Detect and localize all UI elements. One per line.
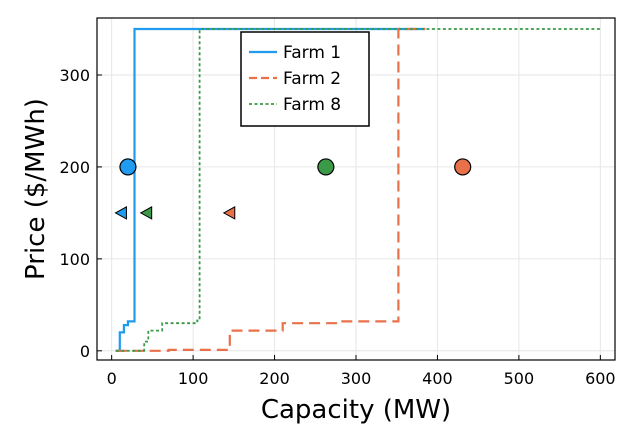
series-lines xyxy=(115,27,601,352)
y-tick-label: 200 xyxy=(59,158,90,177)
y-tick-label: 0 xyxy=(80,342,90,361)
legend-label-farm-8: Farm 8 xyxy=(283,95,341,115)
x-tick-label: 100 xyxy=(178,369,209,388)
y-tick-label: 100 xyxy=(59,250,90,269)
x-tick-label: 600 xyxy=(585,369,616,388)
series-line-farm-2 xyxy=(115,27,426,352)
x-tick-label: 0 xyxy=(107,369,117,388)
x-tick-label: 400 xyxy=(422,369,453,388)
series-line-farm-1 xyxy=(115,27,426,352)
x-tick-label: 500 xyxy=(504,369,535,388)
marker-triangle-left-farm-2 xyxy=(222,206,236,220)
x-tick-label: 300 xyxy=(341,369,372,388)
x-axis-label: Capacity (MW) xyxy=(261,395,451,425)
legend-label-farm-2: Farm 2 xyxy=(283,69,341,89)
marker-circle-farm-1 xyxy=(119,158,137,176)
marker-circle-farm-8 xyxy=(317,158,335,176)
marker-triangle-left-farm-8 xyxy=(139,206,153,220)
legend-label-farm-1: Farm 1 xyxy=(283,43,341,63)
marker-triangle-left-farm-1 xyxy=(114,206,127,220)
x-tick-label: 200 xyxy=(259,369,290,388)
markers xyxy=(114,158,472,220)
marker-circle-farm-2 xyxy=(454,158,472,176)
legend: Farm 1 Farm 2 Farm 8 xyxy=(240,31,370,127)
y-axis-label: Price ($/MWh) xyxy=(21,98,51,280)
y-tick-label: 300 xyxy=(59,66,90,85)
y-axis-ticks: 0 100 200 300 xyxy=(59,66,102,361)
x-axis-ticks: 0 100 200 300 400 500 600 xyxy=(107,355,616,388)
